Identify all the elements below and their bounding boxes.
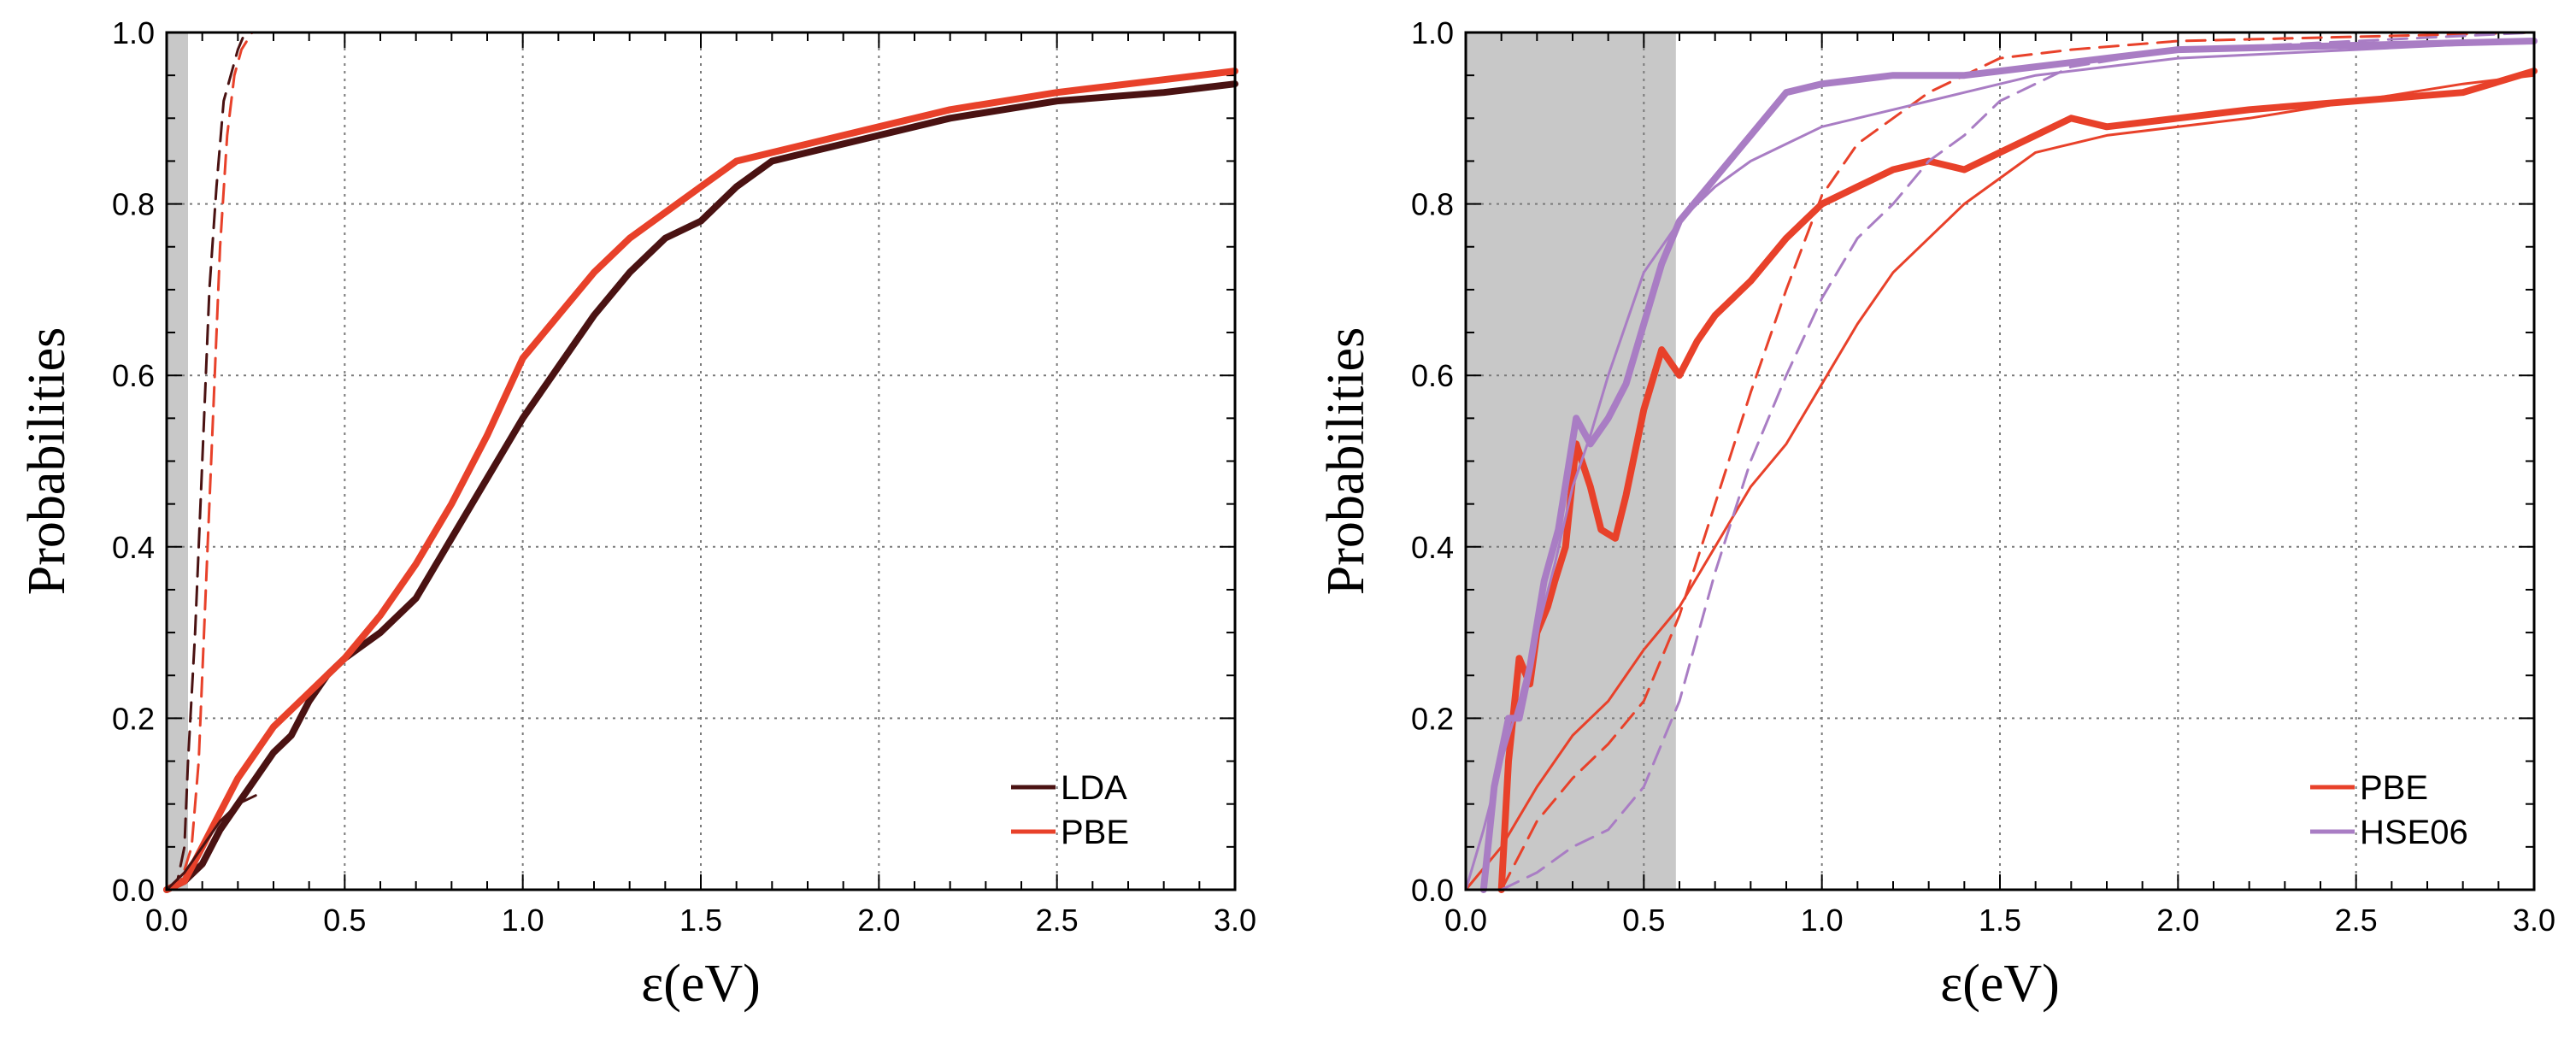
- left-y-tick-label: 0.8: [112, 187, 155, 222]
- right-y-tick-label: 0.8: [1411, 187, 1454, 222]
- right-series-pbe-solid-thick: [1497, 68, 2538, 893]
- left-x-tick-label: 1.0: [502, 903, 544, 938]
- left-y-tick-label: 0.0: [112, 873, 155, 908]
- right-chart-panel: 0.0 0.5 1.0 1.5 2.0 2.5 3.0 0.0 0.2 0.4 0.6 0.8 1.0 ε…: [1317, 15, 2555, 1013]
- left-chart-panel: 0.0 0.5 1.0 1.5 2.0 2.5 3.0 0.0 0.2 0.4 0.6 0.8 1.0 ε…: [18, 15, 1256, 1013]
- left-series-lda-dashed-thin: [165, 31, 1237, 891]
- right-x-tick-label: 2.0: [2156, 903, 2199, 938]
- left-x-tick-label: 1.5: [679, 903, 722, 938]
- right-y-tick-label: 0.4: [1411, 530, 1454, 565]
- right-y-tick-label: 0.0: [1411, 873, 1454, 908]
- right-y-tick-label: 1.0: [1411, 15, 1454, 50]
- right-x-tick-label: 0.5: [1622, 903, 1665, 938]
- left-plot-frame: [165, 31, 1237, 891]
- left-y-axis-label: Probabilities: [18, 327, 76, 595]
- left-series-lda-solid-thin: [165, 794, 257, 891]
- left-series-pbe-dashed-thin: [165, 31, 1237, 891]
- right-x-tick-label: 1.0: [1801, 903, 1844, 938]
- left-x-axis-label: ε(eV): [641, 955, 761, 1013]
- left-series-lda-solid-thick: [163, 80, 1238, 893]
- right-legend-label-pbe: PBE: [2360, 769, 2428, 807]
- right-x-axis-label: ε(eV): [1940, 955, 2060, 1013]
- left-x-tick-label: 2.0: [857, 903, 900, 938]
- left-legend-label-lda: LDA: [1061, 769, 1127, 807]
- left-series-pbe-solid-thick: [163, 68, 1238, 893]
- right-legend-label-hse06: HSE06: [2360, 814, 2468, 851]
- right-x-tick-label: 2.5: [2335, 903, 2378, 938]
- right-series-pbe-dashed-thin: [1500, 31, 2536, 891]
- right-series-hse06-dashed-thin: [1500, 31, 2536, 891]
- right-x-tick-label: 0.0: [1444, 903, 1487, 938]
- right-plot-frame: [1464, 31, 2536, 891]
- right-y-tick-label: 0.6: [1411, 358, 1454, 393]
- right-x-tick-label: 3.0: [2513, 903, 2555, 938]
- left-x-tick-label: 0.5: [323, 903, 366, 938]
- left-x-tick-label: 2.5: [1036, 903, 1079, 938]
- left-x-tick-label: 0.0: [145, 903, 188, 938]
- left-x-tick-label: 3.0: [1214, 903, 1256, 938]
- left-y-tick-label: 0.2: [112, 701, 155, 736]
- right-y-tick-label: 0.2: [1411, 701, 1454, 736]
- left-y-tick-label: 0.4: [112, 530, 155, 565]
- left-legend-label-pbe: PBE: [1061, 814, 1129, 851]
- left-y-tick-label: 0.6: [112, 358, 155, 393]
- right-x-tick-label: 1.5: [1979, 903, 2021, 938]
- right-y-axis-label: Probabilities: [1317, 327, 1375, 595]
- right-series-pbe-solid-thin: [1464, 74, 2536, 891]
- left-y-tick-label: 1.0: [112, 15, 155, 50]
- right-series-hse06-solid-thick: [1479, 38, 2538, 893]
